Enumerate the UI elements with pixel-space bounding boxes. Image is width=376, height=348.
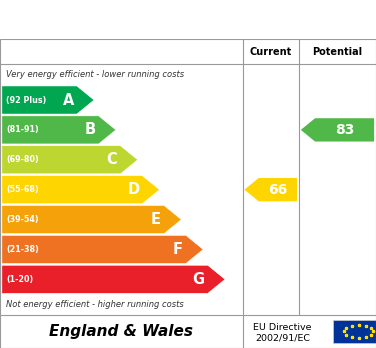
Text: 2002/91/EC: 2002/91/EC bbox=[255, 334, 310, 342]
Text: England & Wales: England & Wales bbox=[49, 324, 193, 339]
Text: (92 Plus): (92 Plus) bbox=[6, 95, 47, 104]
Text: (39-54): (39-54) bbox=[6, 215, 39, 224]
Text: D: D bbox=[127, 182, 139, 197]
Polygon shape bbox=[2, 176, 159, 204]
Polygon shape bbox=[2, 265, 225, 293]
Polygon shape bbox=[2, 116, 116, 144]
Text: (55-68): (55-68) bbox=[6, 185, 39, 194]
Text: EU Directive: EU Directive bbox=[253, 323, 312, 332]
Polygon shape bbox=[2, 205, 181, 234]
Polygon shape bbox=[301, 118, 374, 142]
Text: 83: 83 bbox=[335, 123, 354, 137]
Text: (69-80): (69-80) bbox=[6, 155, 39, 164]
Polygon shape bbox=[2, 86, 94, 114]
Bar bbox=[333, 320, 376, 343]
Text: B: B bbox=[85, 122, 96, 137]
Text: C: C bbox=[107, 152, 117, 167]
Text: (21-38): (21-38) bbox=[6, 245, 39, 254]
Text: 66: 66 bbox=[268, 183, 288, 197]
Text: A: A bbox=[62, 93, 74, 108]
Text: Current: Current bbox=[250, 47, 292, 57]
Text: F: F bbox=[173, 242, 183, 257]
Text: (81-91): (81-91) bbox=[6, 125, 39, 134]
Text: Energy Efficiency Rating: Energy Efficiency Rating bbox=[59, 10, 317, 29]
Text: (1-20): (1-20) bbox=[6, 275, 33, 284]
Polygon shape bbox=[244, 178, 297, 201]
Polygon shape bbox=[2, 235, 203, 263]
Text: Potential: Potential bbox=[312, 47, 362, 57]
Text: Not energy efficient - higher running costs: Not energy efficient - higher running co… bbox=[6, 300, 183, 309]
Text: Very energy efficient - lower running costs: Very energy efficient - lower running co… bbox=[6, 70, 184, 79]
Text: G: G bbox=[193, 272, 205, 287]
Text: E: E bbox=[151, 212, 161, 227]
Polygon shape bbox=[2, 146, 138, 174]
